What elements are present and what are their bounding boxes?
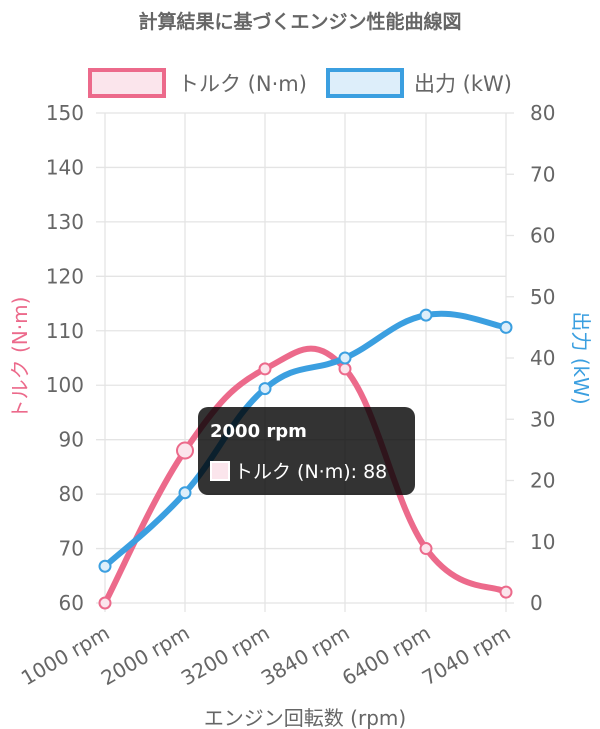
x-tick-label: 1000 rpm	[17, 621, 114, 691]
data-point-power[interactable]	[178, 486, 192, 500]
y-right-tick-label: 40	[530, 346, 555, 370]
y-left-axis-title: トルク (N·m)	[8, 297, 32, 420]
y-right-tick-label: 0	[530, 591, 543, 615]
data-point-power[interactable]	[258, 382, 272, 396]
y-left-tick-label: 140	[46, 155, 84, 179]
data-point-torque[interactable]	[258, 362, 272, 376]
y-left-tick-label: 110	[46, 319, 84, 343]
x-axis-title: エンジン回転数 (rpm)	[204, 706, 406, 729]
tooltip-swatch	[210, 460, 230, 481]
y-left-tick-label: 100	[46, 373, 84, 397]
y-right-tick-label: 50	[530, 285, 555, 309]
legend-swatch	[88, 68, 166, 98]
legend-item-power[interactable]: 出力 (kW)	[326, 68, 512, 98]
x-tick-label: 7040 rpm	[418, 621, 515, 691]
y-right-tick-label: 20	[530, 469, 555, 493]
data-point-torque[interactable]	[419, 542, 433, 556]
y-right-tick-label: 30	[530, 407, 555, 431]
x-tick-label: 6400 rpm	[338, 621, 435, 691]
y-left-tick-label: 60	[59, 591, 84, 615]
y-left-tick-label: 150	[46, 101, 84, 125]
y-left-tick-label: 70	[59, 537, 84, 561]
y-left-tick-label: 120	[46, 264, 84, 288]
data-point-power[interactable]	[419, 308, 433, 322]
y-right-tick-label: 10	[530, 530, 555, 554]
y-left-tick-label: 90	[59, 428, 84, 452]
data-point-power[interactable]	[98, 559, 112, 573]
legend-swatch	[326, 68, 404, 98]
legend-label: トルク (N·m)	[178, 72, 307, 96]
y-right-tick-label: 80	[530, 101, 555, 125]
y-right-axis-title: 出力 (kW)	[569, 311, 593, 404]
tooltip-row: トルク (N·m): 88	[210, 457, 387, 484]
x-tick-label: 3200 rpm	[177, 621, 274, 691]
tooltip-title: 2000 rpm	[210, 421, 307, 442]
tooltip-label: トルク (N·m): 88	[234, 461, 388, 483]
data-point-torque[interactable]	[338, 362, 352, 376]
y-right-tick-label: 60	[530, 224, 555, 248]
y-right-tick-label: 70	[530, 162, 555, 186]
data-point-power[interactable]	[338, 351, 352, 365]
y-left-tick-label: 80	[59, 482, 84, 506]
legend-label: 出力 (kW)	[414, 72, 512, 96]
x-tick-label: 2000 rpm	[97, 621, 194, 691]
chart-tooltip: 2000 rpm トルク (N·m): 88	[198, 407, 415, 495]
legend-item-torque[interactable]: トルク (N·m)	[88, 68, 307, 98]
x-tick-label: 3840 rpm	[257, 621, 354, 691]
data-point-torque[interactable]	[499, 585, 513, 599]
chart-title: 計算結果に基づくエンジン性能曲線図	[138, 10, 461, 33]
data-point-torque[interactable]	[98, 596, 112, 610]
y-left-tick-label: 130	[46, 210, 84, 234]
data-point-torque[interactable]	[176, 441, 194, 460]
data-point-power[interactable]	[499, 320, 513, 334]
